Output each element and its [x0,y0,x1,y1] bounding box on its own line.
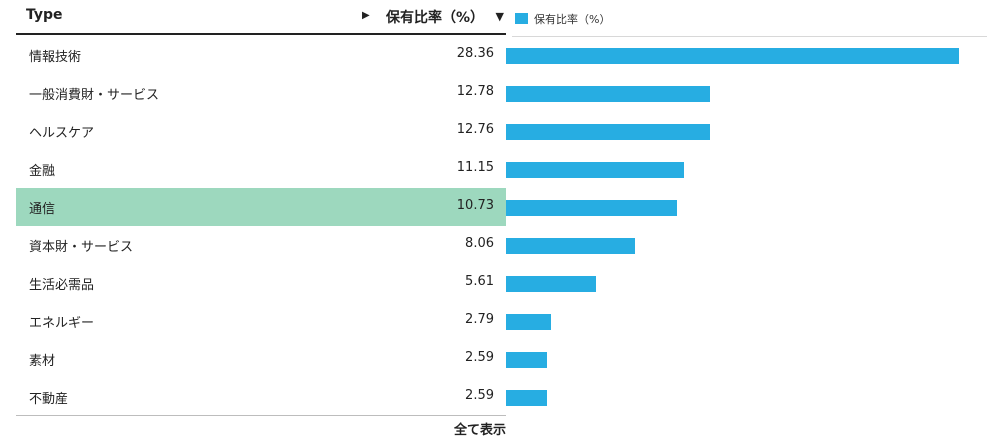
table-row[interactable]: 金融 11.15 [16,150,506,188]
bar [506,200,678,216]
table-row[interactable]: 通信 10.73 [16,188,506,226]
row-type-label: 生活必需品 [29,278,95,293]
row-ratio-value: 11.15 [456,160,494,175]
table-row[interactable]: 素材 2.59 [16,340,506,378]
row-type-label: 不動産 [29,392,69,407]
row-type-label: 資本財・サービス [29,240,134,255]
column-header-type: Type [26,7,63,23]
table-row[interactable]: 生活必需品 5.61 [16,264,506,302]
chart-legend: 保有比率（%） [512,0,987,37]
bar [506,124,710,140]
bar [506,162,685,178]
bar [506,314,551,330]
table-bottom-divider [16,415,506,416]
bar [506,390,548,406]
legend-label: 保有比率（%） [534,13,611,26]
row-type-label: 情報技術 [29,50,82,65]
row-type-label: 素材 [29,354,56,369]
expand-arrow-icon[interactable]: ▶ [362,10,370,21]
bar [506,48,959,64]
legend-swatch [515,13,528,24]
table-row[interactable]: エネルギー 2.79 [16,302,506,340]
row-ratio-value: 2.79 [465,312,494,327]
show-all-link[interactable]: 全て表示 [453,423,506,438]
column-header-ratio[interactable]: 保有比率（%） [385,10,484,26]
bar [506,276,596,292]
table-row[interactable]: 一般消費財・サービス 12.78 [16,74,506,112]
row-type-label: 通信 [29,202,56,217]
row-type-label: 金融 [29,164,56,179]
table-row[interactable]: 不動産 2.59 [16,378,506,416]
row-type-label: ヘルスケア [29,126,95,141]
row-type-label: エネルギー [29,316,95,331]
bar [506,352,548,368]
row-ratio-value: 8.06 [465,236,494,251]
row-ratio-value: 28.36 [456,46,494,61]
row-type-label: 一般消費財・サービス [29,88,160,103]
row-ratio-value: 2.59 [465,388,494,403]
row-ratio-value: 12.78 [456,84,494,99]
row-ratio-value: 5.61 [465,274,494,289]
bar [506,86,711,102]
row-ratio-value: 10.73 [456,198,494,213]
row-ratio-value: 2.59 [465,350,494,365]
bar [506,238,635,254]
table-row[interactable]: ヘルスケア 12.76 [16,112,506,150]
bar-chart [506,36,986,416]
table-header: Type ▶ 保有比率（%） ▼ [16,0,506,35]
row-ratio-value: 12.76 [456,122,494,137]
table-row[interactable]: 資本財・サービス 8.06 [16,226,506,264]
table-row[interactable]: 情報技術 28.36 [16,36,506,74]
sort-descending-icon[interactable]: ▼ [495,10,504,23]
